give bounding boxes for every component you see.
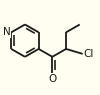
Text: N: N: [2, 27, 10, 37]
Text: O: O: [48, 74, 56, 84]
Text: Cl: Cl: [84, 49, 94, 59]
